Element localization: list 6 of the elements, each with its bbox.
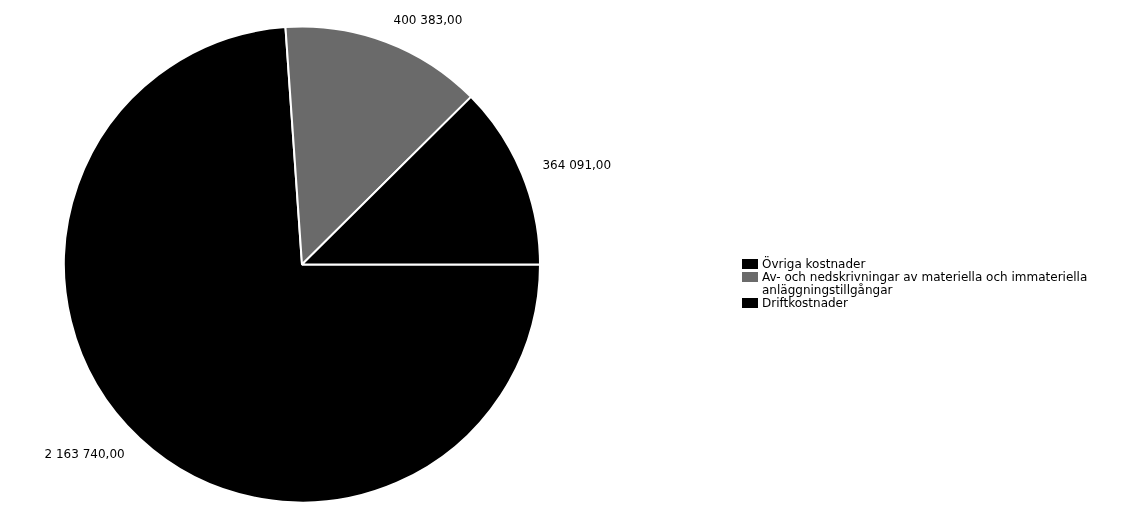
legend-label: Övriga kostnader [762, 257, 866, 271]
data-label: 2 163 740,00 [44, 446, 125, 461]
data-label: 400 383,00 [393, 13, 463, 28]
legend-label: Av- och nedskrivningar av materiella och immateriella anläggningstillgångar [762, 270, 1089, 297]
data-label: 364 091,00 [542, 157, 612, 172]
legend-label: Driftkostnader [762, 296, 848, 310]
